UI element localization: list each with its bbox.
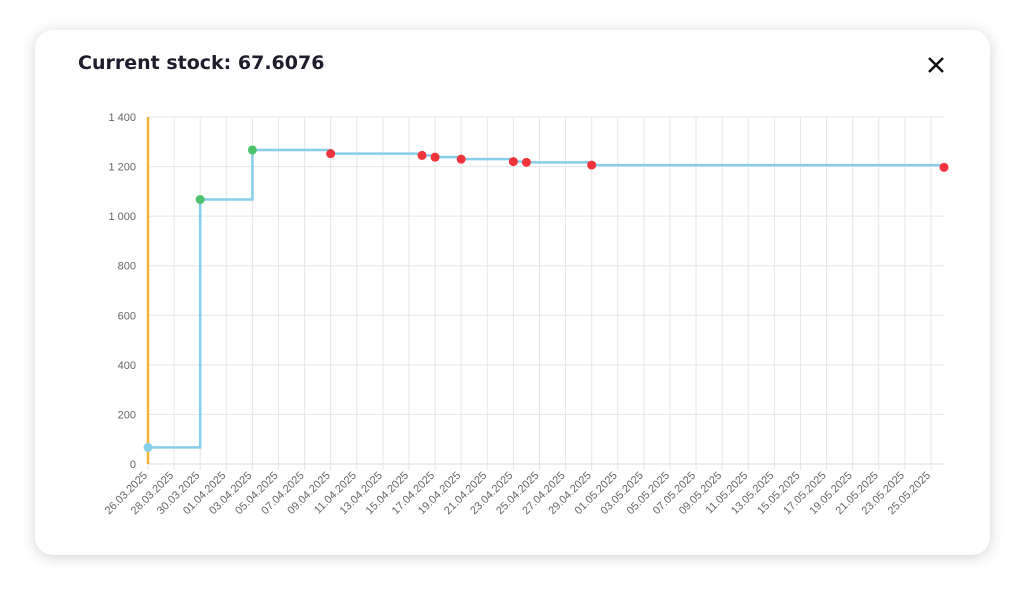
modal-title: Current stock: 67.6076 [78,52,325,74]
data-point [521,157,531,167]
y-tick-label: 1 200 [108,162,136,174]
stock-line [148,148,946,449]
y-tick-label: 1 000 [108,211,136,223]
close-button[interactable] [925,54,947,76]
data-point [247,145,257,155]
data-point [417,150,427,160]
y-tick-label: 0 [130,459,136,471]
data-point [430,152,440,162]
data-point [195,195,205,205]
y-tick-label: 400 [118,360,136,372]
y-tick-label: 600 [118,310,136,322]
y-tick-label: 800 [118,261,136,273]
data-point [939,162,949,172]
y-tick-label: 1 400 [108,112,136,124]
data-point [508,157,518,167]
y-tick-label: 200 [118,409,136,421]
data-point [326,149,336,159]
data-point [456,154,466,164]
data-point [143,442,153,452]
data-point [587,160,597,170]
